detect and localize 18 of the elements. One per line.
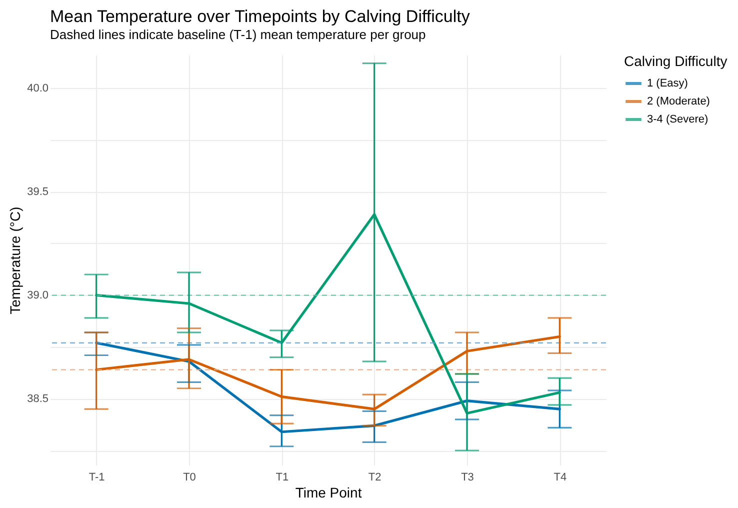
x-tick-label: T3 xyxy=(461,472,474,484)
chart-subtitle: Dashed lines indicate baseline (T-1) mean temperature per group xyxy=(50,27,426,42)
x-tick-label: T2 xyxy=(368,472,382,484)
legend-label: 2 (Moderate) xyxy=(647,96,710,108)
y-tick-label: 39.0 xyxy=(27,290,48,302)
x-tick-label: T-1 xyxy=(88,472,105,484)
legend-label: 1 (Easy) xyxy=(647,78,688,90)
chart-title: Mean Temperature over Timepoints by Calving Difficulty xyxy=(50,7,470,26)
x-axis-title: Time Point xyxy=(295,484,362,500)
x-tick-label: T4 xyxy=(554,472,567,484)
y-tick-label: 40.0 xyxy=(27,82,48,95)
y-tick-label: 38.5 xyxy=(27,393,48,406)
y-axis-title: Temperature (°C) xyxy=(7,206,24,314)
x-tick-label: T1 xyxy=(276,472,289,484)
legend-title: Calving Difficulty xyxy=(624,53,728,69)
x-tick-label: T0 xyxy=(183,472,196,484)
legend-label: 3-4 (Severe) xyxy=(647,114,708,126)
y-tick-label: 39.5 xyxy=(27,186,48,198)
